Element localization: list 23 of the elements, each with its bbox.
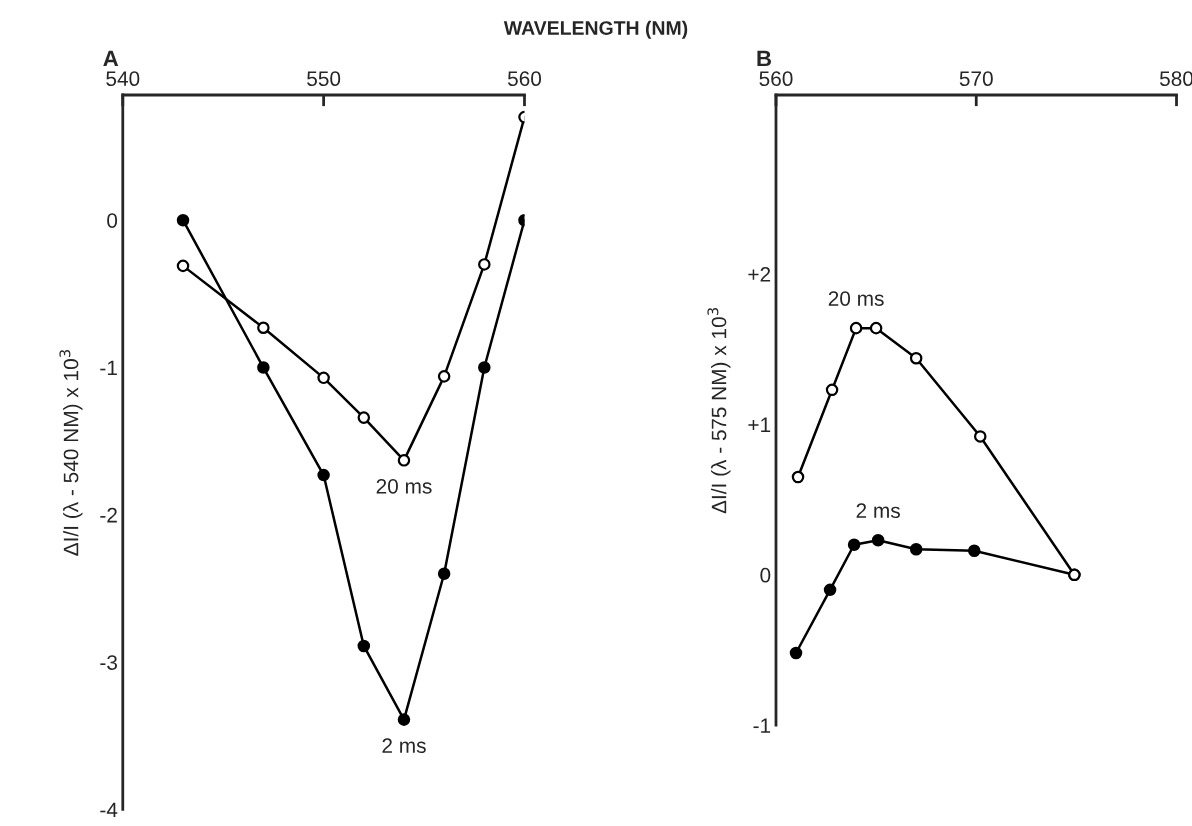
x-tick-label: 560 xyxy=(759,71,793,87)
x-tick-label: 560 xyxy=(507,71,542,87)
x-tick-label: 570 xyxy=(959,71,993,87)
y-tick-label: -1 xyxy=(100,360,117,376)
y-axis-title: ΔI/I (λ - 540 NM) x 10$^{3}$ xyxy=(59,350,83,556)
x-tick-label: 540 xyxy=(106,71,140,87)
y-tick-label: +1 xyxy=(748,417,771,432)
x-axis-title: WAVELENGTH (NM) xyxy=(503,20,688,39)
y-tick-label: 0 xyxy=(760,567,771,583)
chart-title: B xyxy=(757,50,771,67)
annotation: 2 ms xyxy=(382,738,426,753)
annotation: 20 ms xyxy=(376,478,432,494)
y-tick-label: +2 xyxy=(748,266,771,282)
annotation: 20 ms xyxy=(828,291,884,306)
y-tick-label: -4 xyxy=(100,802,118,818)
y-tick-label: 0 xyxy=(107,213,118,228)
chart-title: A xyxy=(103,50,119,67)
y-tick-label: -1 xyxy=(753,718,771,733)
y-tick-label: -3 xyxy=(100,655,117,670)
y-axis-title: ΔI/I (λ - 575 NM) x 10$^{3}$ xyxy=(707,308,731,514)
y-tick-label: -2 xyxy=(100,507,117,523)
x-tick-label: 550 xyxy=(307,71,341,87)
annotation: 2 ms xyxy=(856,503,900,519)
